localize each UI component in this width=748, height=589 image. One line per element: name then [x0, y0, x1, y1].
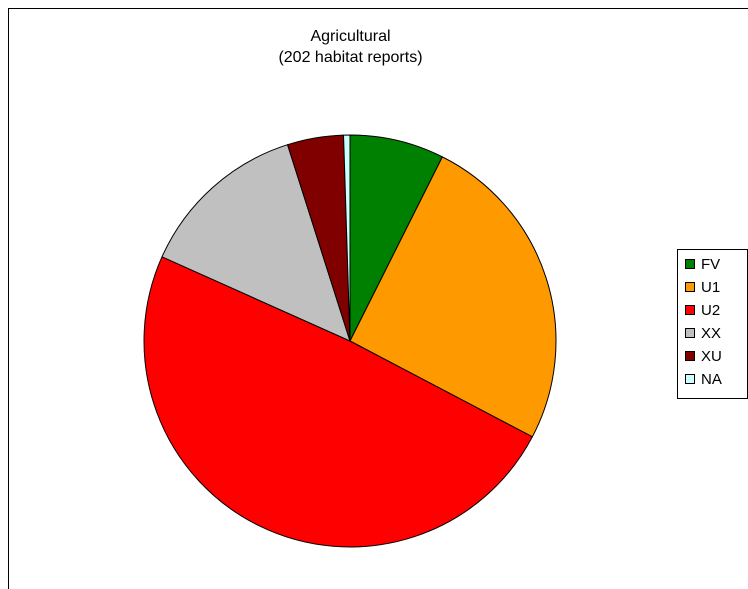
legend: FV U1 U2 XX XU NA: [677, 249, 748, 399]
pie-slice-fv: [349, 134, 443, 342]
legend-item-fv: FV: [685, 255, 720, 273]
legend-swatch-u1: [685, 282, 695, 292]
legend-item-xx: XX: [685, 324, 721, 342]
legend-item-xu: XU: [685, 347, 722, 365]
legend-swatch-u2: [685, 305, 695, 315]
legend-label-xu: XU: [701, 347, 722, 365]
legend-label-u1: U1: [701, 278, 721, 296]
pie-slice-u2: [143, 256, 533, 548]
chart-title-block: Agricultural (202 habitat reports): [8, 26, 693, 68]
legend-label-fv: FV: [701, 255, 721, 273]
legend-item-na: NA: [685, 370, 722, 388]
legend-label-u2: U2: [701, 301, 721, 319]
legend-swatch-na: [685, 374, 695, 384]
legend-item-u2: U2: [685, 301, 720, 319]
pie-slice-na: [343, 134, 351, 342]
pie-slice-u1: [349, 156, 557, 438]
chart-title: Agricultural: [310, 28, 391, 45]
legend-swatch-xx: [685, 328, 695, 338]
legend-swatch-fv: [685, 259, 695, 269]
legend-label-na: NA: [701, 370, 722, 388]
legend-label-xx: XX: [701, 324, 722, 342]
legend-swatch-xu: [685, 351, 695, 361]
chart-subtitle: (202 habitat reports): [278, 49, 423, 66]
legend-item-u1: U1: [685, 278, 720, 296]
